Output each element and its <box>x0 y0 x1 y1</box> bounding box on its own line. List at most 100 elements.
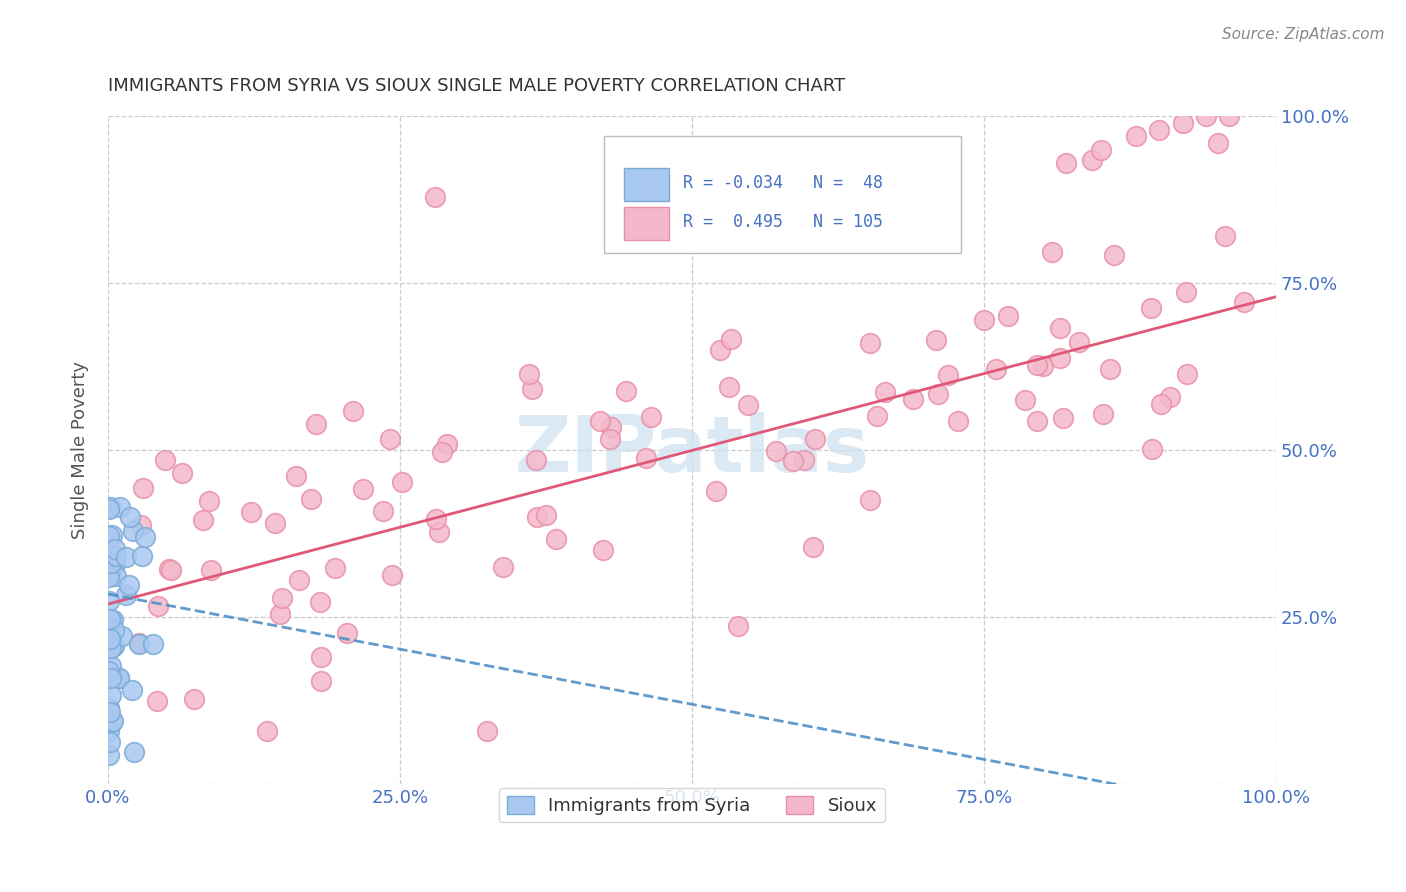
Point <box>1054 156 1077 170</box>
Point <box>1104 248 1126 262</box>
Point <box>98 500 121 514</box>
Point <box>311 674 333 689</box>
Point <box>131 549 153 564</box>
Point <box>901 392 924 406</box>
Point <box>146 694 169 708</box>
Point <box>589 414 612 428</box>
Point <box>98 612 121 626</box>
Point <box>1091 408 1114 422</box>
Point <box>100 640 122 655</box>
Point <box>427 524 450 539</box>
Point <box>793 453 815 467</box>
Point <box>378 432 401 446</box>
Point <box>288 573 311 587</box>
Point <box>155 452 177 467</box>
Point <box>122 745 145 759</box>
Point <box>104 557 127 571</box>
Point <box>924 333 946 347</box>
Point <box>305 417 328 431</box>
Point <box>264 516 287 530</box>
Point <box>128 636 150 650</box>
Point <box>1218 110 1240 124</box>
Point <box>997 309 1019 323</box>
Point <box>97 747 120 762</box>
Point <box>97 502 120 516</box>
Point <box>1142 442 1164 457</box>
Point <box>101 528 124 542</box>
Point <box>391 475 413 489</box>
Point <box>1125 129 1147 144</box>
Point <box>103 624 125 638</box>
Point <box>98 664 121 678</box>
Point <box>104 569 127 583</box>
Point <box>492 560 515 574</box>
Point <box>927 387 949 401</box>
Point <box>524 453 547 467</box>
Point <box>634 451 657 466</box>
Point <box>110 500 132 515</box>
Point <box>97 570 120 584</box>
Point <box>727 619 749 633</box>
Point <box>118 509 141 524</box>
Point <box>352 482 374 496</box>
Text: ZIPatlas: ZIPatlas <box>515 412 869 489</box>
Point <box>534 508 557 522</box>
Point <box>97 627 120 641</box>
Point <box>436 437 458 451</box>
Point <box>271 591 294 605</box>
Point <box>299 492 322 507</box>
Point <box>100 564 122 578</box>
Point <box>986 362 1008 376</box>
Bar <box>624 168 669 202</box>
Point <box>103 613 125 627</box>
Point <box>336 625 359 640</box>
Point <box>160 563 183 577</box>
Point <box>1040 245 1063 260</box>
Point <box>717 380 740 394</box>
Point <box>616 384 638 399</box>
Text: R = -0.034   N =  48: R = -0.034 N = 48 <box>683 174 883 193</box>
Point <box>430 445 453 459</box>
Point <box>100 556 122 570</box>
Point <box>103 639 125 653</box>
Point <box>765 443 787 458</box>
Bar <box>624 207 669 240</box>
Point <box>517 367 540 381</box>
Point <box>1206 136 1229 150</box>
Point <box>599 432 621 446</box>
Point <box>97 701 120 715</box>
Point <box>866 409 889 423</box>
Point <box>704 483 727 498</box>
Point <box>100 613 122 627</box>
Point <box>859 335 882 350</box>
Point <box>1159 390 1181 404</box>
Text: Source: ZipAtlas.com: Source: ZipAtlas.com <box>1222 27 1385 42</box>
Point <box>592 543 614 558</box>
Point <box>381 567 404 582</box>
Point <box>709 343 731 358</box>
Point <box>1049 351 1071 366</box>
Point <box>1014 393 1036 408</box>
Point <box>423 189 446 203</box>
Point <box>1175 285 1198 299</box>
Point <box>936 368 959 383</box>
Point <box>100 671 122 685</box>
Point <box>1150 397 1173 411</box>
Point <box>309 650 332 665</box>
Point <box>475 723 498 738</box>
Point <box>108 671 131 685</box>
Point <box>371 504 394 518</box>
Point <box>323 561 346 575</box>
Point <box>100 659 122 673</box>
Point <box>98 734 121 748</box>
Point <box>240 505 263 519</box>
Point <box>1026 414 1049 428</box>
Point <box>1213 229 1236 244</box>
Point <box>640 409 662 424</box>
Point <box>132 481 155 495</box>
Point <box>100 640 122 655</box>
Point <box>98 632 121 646</box>
Point <box>1171 116 1194 130</box>
Point <box>1175 367 1198 381</box>
Point <box>801 540 824 554</box>
